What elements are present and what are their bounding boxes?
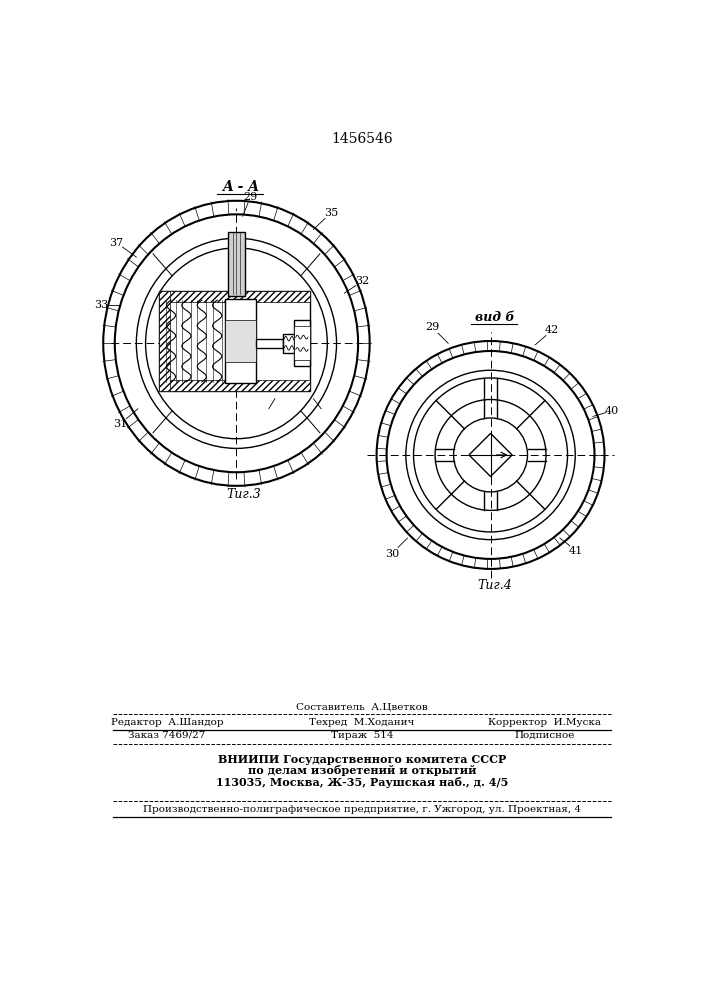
Text: Корректор  И.Муска: Корректор И.Муска (488, 718, 601, 727)
Bar (294, 320, 310, 366)
Text: 37: 37 (110, 238, 124, 248)
Ellipse shape (454, 418, 527, 492)
Bar (225, 320, 256, 362)
Text: 34: 34 (319, 410, 333, 420)
Ellipse shape (115, 214, 358, 472)
Text: 113035, Москва, Ж-35, Раушская наб., д. 4/5: 113035, Москва, Ж-35, Раушская наб., д. … (216, 777, 508, 788)
Text: Составитель  А.Цветков: Составитель А.Цветков (296, 702, 428, 711)
Text: A - A: A - A (222, 180, 259, 194)
Polygon shape (469, 433, 512, 477)
Ellipse shape (136, 238, 337, 448)
Bar (160, 291, 170, 391)
Bar (160, 291, 310, 391)
Text: 33: 33 (94, 300, 108, 310)
Text: 5: 5 (262, 410, 269, 420)
Bar (256, 339, 283, 348)
Bar (283, 334, 298, 353)
Ellipse shape (406, 370, 575, 540)
Ellipse shape (377, 341, 604, 569)
Ellipse shape (435, 400, 546, 510)
Text: Τиг.3: Τиг.3 (227, 488, 262, 501)
Text: 30: 30 (385, 549, 399, 559)
Bar (225, 299, 256, 383)
Ellipse shape (387, 351, 595, 559)
Text: Подписное: Подписное (514, 731, 575, 740)
Bar (160, 291, 310, 302)
Text: 31: 31 (113, 419, 127, 429)
Text: Редактор  А.Шандор: Редактор А.Шандор (111, 718, 223, 727)
Text: вид б: вид б (474, 311, 514, 324)
Ellipse shape (103, 201, 370, 486)
Text: 40: 40 (605, 406, 619, 416)
Text: 29: 29 (243, 192, 257, 202)
Text: Тираж  514: Тираж 514 (331, 731, 393, 740)
Bar (228, 232, 245, 296)
Text: 1456546: 1456546 (331, 132, 393, 146)
Text: по делам изобретений и открытий: по делам изобретений и открытий (247, 765, 477, 776)
Ellipse shape (414, 378, 568, 532)
Bar (160, 380, 310, 391)
Text: Τиг.4: Τиг.4 (477, 579, 512, 592)
Text: Техред  М.Ходанич: Техред М.Ходанич (309, 718, 414, 727)
Bar (294, 326, 310, 360)
Ellipse shape (146, 248, 327, 439)
Text: 29: 29 (425, 322, 439, 332)
Text: 41: 41 (569, 546, 583, 556)
Text: 35: 35 (324, 208, 338, 218)
Text: 32: 32 (355, 276, 369, 286)
Text: 42: 42 (545, 325, 559, 335)
Text: ВНИИПИ Государственного комитета СССР: ВНИИПИ Государственного комитета СССР (218, 754, 506, 765)
Text: Производственно-полиграфическое предприятие, г. Ужгород, ул. Проектная, 4: Производственно-полиграфическое предприя… (143, 805, 581, 814)
Text: Заказ 7469/27: Заказ 7469/27 (129, 731, 206, 740)
